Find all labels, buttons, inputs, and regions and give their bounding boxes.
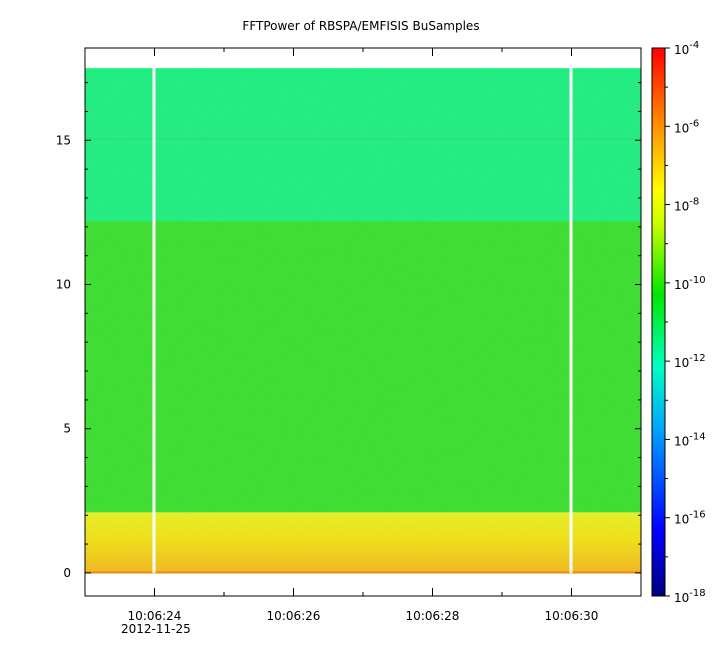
y-tick-label-1: 5 bbox=[63, 422, 71, 436]
cb-tick-label-1: 10-6 bbox=[674, 118, 699, 135]
band-edge bbox=[85, 571, 641, 574]
cb-tick-label-5: 10-14 bbox=[674, 431, 706, 448]
x-tick-label-0: 10:06:24 bbox=[128, 609, 182, 623]
colorbar-ticks: 10-4 10-6 10-8 10-10 10-12 10-14 10-16 10-18 bbox=[665, 40, 706, 605]
cb-tick-label-3: 10-10 bbox=[674, 275, 706, 292]
cb-tick-label-7: 10-18 bbox=[674, 588, 706, 605]
cb-tick-label-0: 10-4 bbox=[674, 40, 699, 57]
data-gaps bbox=[152, 68, 573, 573]
colorbar-scale bbox=[651, 47, 666, 597]
x-date-label: 2012-11-25 bbox=[121, 622, 191, 636]
x-axis: 10:06:24 10:06:26 10:06:28 10:06:30 bbox=[84, 48, 642, 623]
cb-tick-label-4: 10-12 bbox=[674, 353, 706, 370]
gap-0 bbox=[152, 68, 156, 573]
colorbar: 10-4 10-6 10-8 10-10 10-12 10-14 10-16 10-18 bbox=[651, 40, 706, 605]
cb-tick-label-2: 10-8 bbox=[674, 197, 699, 214]
x-tick-label-3: 10:06:30 bbox=[545, 609, 599, 623]
chart-title: FFTPower of RBSPA/EMFISIS BuSamples bbox=[242, 19, 479, 33]
cb-tick-label-6: 10-16 bbox=[674, 510, 706, 527]
y-axis: 0 5 10 15 bbox=[56, 82, 641, 580]
plot-area bbox=[84, 47, 642, 597]
gap-1 bbox=[569, 68, 573, 573]
y-tick-label-0: 0 bbox=[63, 566, 71, 580]
noise-texture bbox=[85, 73, 641, 570]
y-tick-label-3: 15 bbox=[56, 133, 71, 147]
x-tick-label-1: 10:06:26 bbox=[267, 609, 321, 623]
y-tick-label-2: 10 bbox=[56, 278, 71, 292]
x-tick-label-2: 10:06:28 bbox=[406, 609, 460, 623]
